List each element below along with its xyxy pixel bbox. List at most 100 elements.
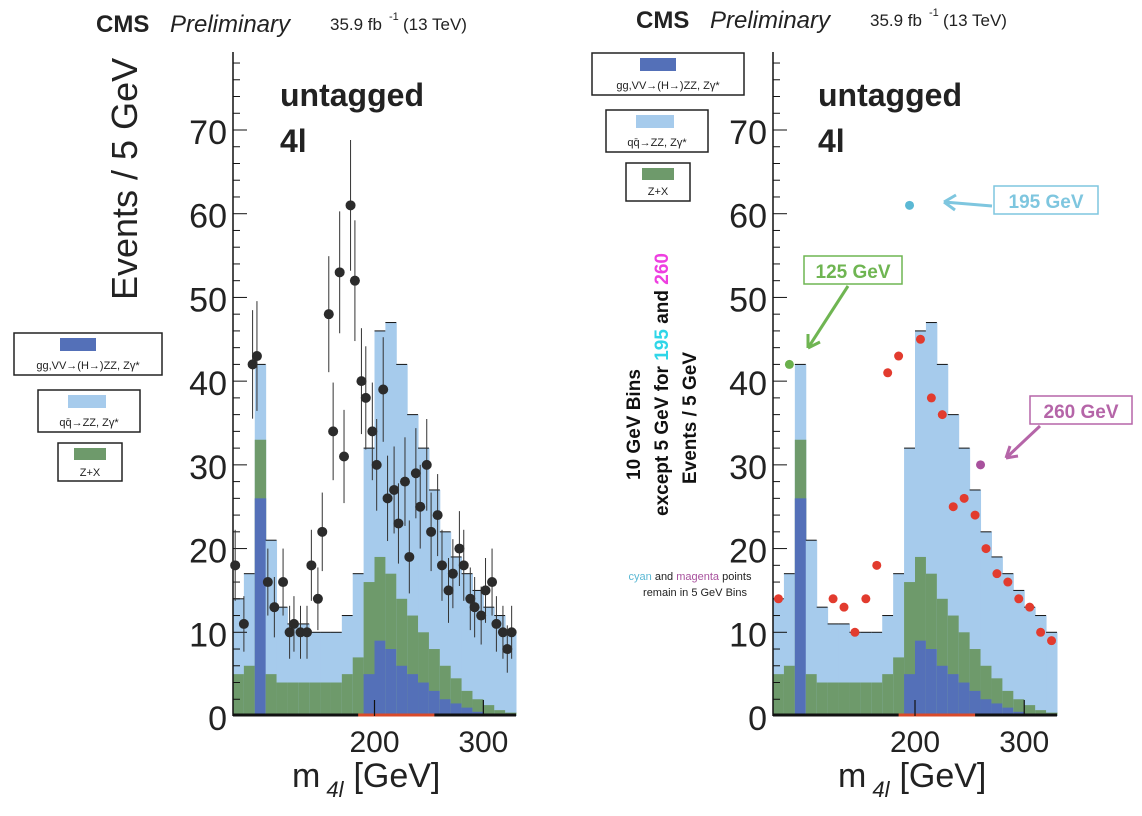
left-data-point: [367, 426, 378, 437]
right-header-lumi: 35.9 fb: [870, 11, 922, 30]
callout-260: 260 GeV: [1004, 395, 1133, 460]
right-y-tick-label: 30: [729, 449, 767, 487]
left-data-point: [284, 627, 295, 638]
left-bar-signal: [418, 682, 430, 716]
left-bar-qqzz: [472, 590, 484, 716]
left-bar-qqzz: [352, 573, 365, 716]
left-bar-zx: [352, 657, 365, 716]
right-category-line1: untagged: [818, 77, 962, 113]
left-data-point: [432, 510, 443, 521]
left-bar-qqzz: [483, 607, 495, 716]
right-bar-zx: [969, 649, 982, 716]
right-y-tick-label: 10: [729, 616, 767, 654]
right-bar-qqzz: [773, 598, 785, 716]
right-bar-qqzz: [1013, 590, 1025, 716]
left-data-point: [389, 484, 400, 495]
left-y-tick-label: 60: [189, 198, 227, 236]
left-data-point: [247, 359, 258, 370]
left-bar-qqzz: [330, 632, 343, 716]
left-data-point: [497, 627, 508, 638]
left-y-tick-label: 50: [189, 281, 227, 319]
left-data-point: [378, 384, 389, 395]
right-data-point: [784, 359, 794, 369]
legend-zx-label: Z+X: [80, 467, 101, 479]
left-y-tick-label: 40: [189, 365, 227, 403]
right-category-line2: 4l: [818, 123, 845, 159]
right-y-tick-label: 60: [729, 198, 767, 236]
right-data-point: [976, 460, 986, 470]
left-bar-qqzz: [320, 632, 332, 716]
left-data-point: [360, 392, 371, 403]
left-x-tick-label: 200: [349, 726, 399, 759]
left-category-line1: untagged: [280, 77, 424, 113]
right-note-line2: remain in 5 GeV Bins: [643, 587, 747, 599]
left-panel: CMS Preliminary 35.9 fb -1 (13 TeV) 0 10 2…: [13, 11, 517, 802]
right-y-tick-label: 20: [729, 533, 767, 571]
right-bar-qqzz: [816, 607, 829, 716]
left-bar-qqzz: [233, 598, 245, 716]
left-data-point: [399, 476, 410, 487]
callout-195: 195 GeV: [943, 185, 1099, 215]
left-header-cms: CMS: [96, 11, 149, 38]
left-x-tick-label: 300: [458, 726, 508, 759]
callout-260-label: 260 GeV: [1044, 402, 1119, 423]
right-data-point: [861, 594, 871, 604]
left-bar-signal: [385, 649, 397, 716]
callout-195-arrow: [943, 200, 993, 208]
right-x-tick-label: 200: [890, 726, 940, 759]
right-data-point: [915, 334, 925, 344]
callout-125: 125 GeV: [803, 255, 903, 350]
right-bar-zx: [947, 615, 960, 716]
left-data-point: [491, 618, 502, 629]
right-bar-signal: [1002, 707, 1014, 716]
right-bar-zx: [893, 657, 905, 716]
right-note-line1: cyan and magenta points: [629, 571, 752, 583]
right-bar-signal: [969, 690, 982, 716]
legend-qqzz-label-right: qq̄→ZZ, Zγ*: [627, 137, 687, 149]
left-data-point: [230, 560, 241, 571]
left-bar-qqzz: [396, 364, 408, 716]
right-y-tick-label: 50: [729, 281, 767, 319]
right-ylabel-line1: 10 GeV Bins: [624, 369, 645, 480]
callout-195-label: 195 GeV: [1009, 192, 1084, 213]
right-bar-zx: [816, 682, 829, 716]
right-bar-qqzz: [1046, 632, 1058, 716]
right-plot-area: 0 10 20 30 40 50 60 70 200 300: [729, 52, 1058, 759]
left-data-point: [480, 585, 491, 596]
right-bar-zx: [1002, 690, 1014, 716]
right-bar-qqzz: [958, 448, 971, 716]
legend-signal-label: gg,VV→(H→)ZZ, Zγ*: [36, 360, 140, 372]
right-bar-zx: [849, 682, 861, 716]
left-data-point: [345, 200, 356, 211]
left-bar-signal: [439, 699, 452, 716]
right-bar-qqzz: [980, 531, 992, 716]
left-data-point: [465, 593, 476, 604]
left-y-tick-label: 0: [208, 700, 227, 738]
right-bar-signal: [947, 674, 960, 716]
right-data-point: [981, 544, 991, 554]
legend-zx-swatch-right: [642, 168, 674, 180]
right-data-point: [926, 393, 936, 403]
left-bar-qqzz: [298, 623, 310, 716]
right-ylabel-line2: except 5 GeV for 195 and 260: [652, 253, 673, 516]
right-bar-signal: [991, 703, 1003, 716]
right-bar-qqzz: [827, 623, 840, 716]
right-bar-zx: [783, 665, 796, 716]
left-data-point: [487, 577, 498, 588]
right-header-lumi-sup: -1: [929, 7, 939, 19]
callout-125-arrow: [806, 285, 850, 349]
right-data-point: [959, 493, 969, 503]
legend-signal-label-right: gg,VV→(H→)ZZ, Zγ*: [616, 80, 720, 92]
left-bar-signal: [450, 703, 463, 716]
left-data-point: [251, 351, 262, 362]
left-data-point: [349, 275, 360, 286]
left-data-point: [323, 309, 334, 320]
left-bar-zx: [374, 556, 386, 716]
left-bar-signal: [396, 665, 408, 716]
right-data-point: [1003, 577, 1013, 587]
right-bar-qqzz: [915, 330, 927, 716]
left-header-energy: (13 TeV): [403, 15, 467, 34]
right-bar-zx: [958, 632, 971, 716]
callout-260-box: [1029, 395, 1133, 425]
